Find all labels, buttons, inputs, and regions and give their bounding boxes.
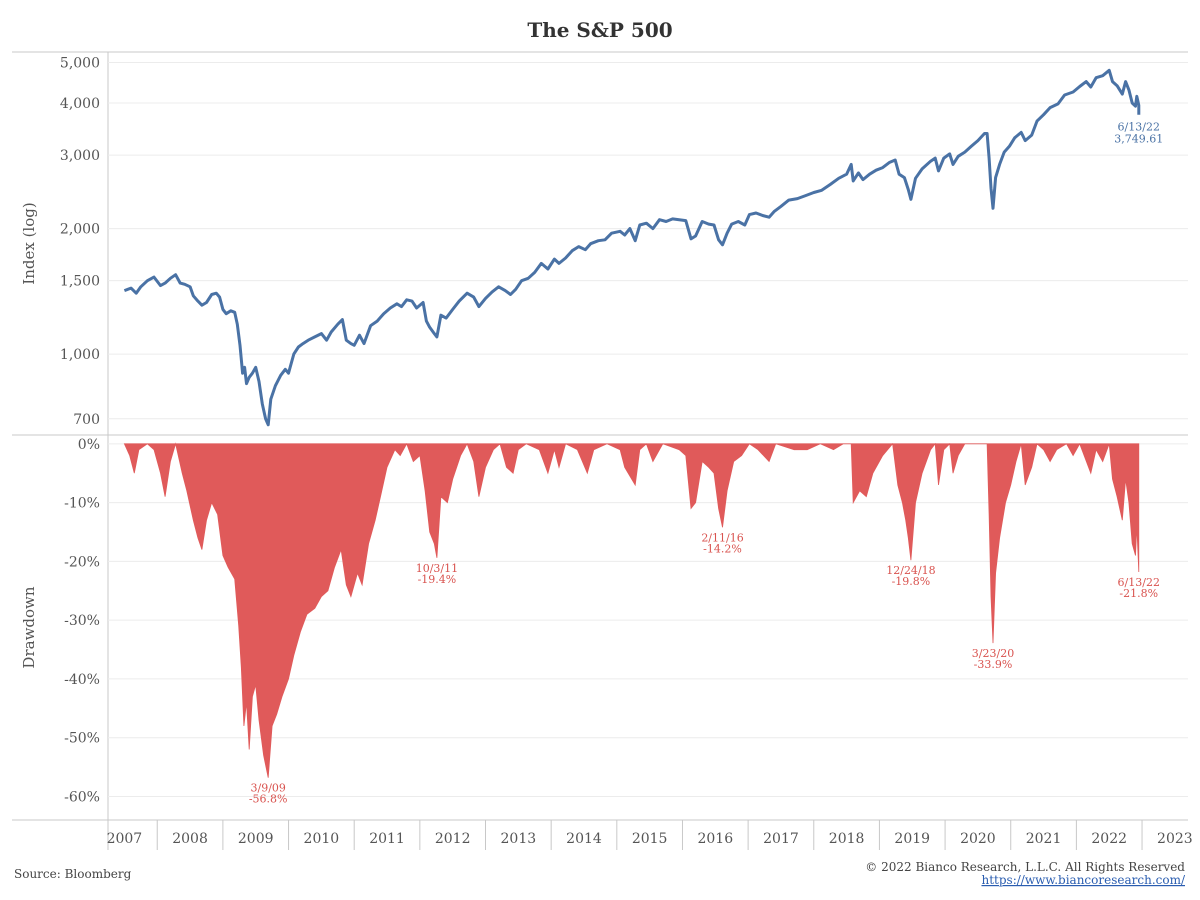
drawdown-tick-label: -40% xyxy=(64,672,100,688)
index-tick-label: 3,000 xyxy=(60,148,100,164)
x-tick-label: 2012 xyxy=(435,831,471,847)
drawdown-annotation: 6/13/22 xyxy=(1118,576,1160,589)
x-tick-label: 2016 xyxy=(697,831,733,847)
x-tick-label: 2023 xyxy=(1157,831,1193,847)
drawdown-annotation: -56.8% xyxy=(249,793,288,806)
index-line xyxy=(123,68,1141,427)
drawdown-annotation: 3/23/20 xyxy=(972,647,1014,660)
index-axis-title: Index (log) xyxy=(20,202,38,284)
drawdown-annotation: 3/9/09 xyxy=(250,782,285,795)
index-tick-label: 700 xyxy=(73,412,100,428)
x-tick-label: 2020 xyxy=(960,831,996,847)
drawdown-annotation: -21.8% xyxy=(1119,587,1158,600)
drawdown-panel: 0% -10% -20% -30% -40% -50% -60% Drawdown 3/9/09… xyxy=(20,437,1188,806)
source-note: Source: Bloomberg xyxy=(14,867,132,881)
drawdown-tick-label: -10% xyxy=(64,496,100,512)
x-tick-label: 2018 xyxy=(829,831,865,847)
drawdown-annotation: 12/24/18 xyxy=(886,564,935,577)
x-tick-label: 2015 xyxy=(632,831,668,847)
drawdown-annotation: -14.2% xyxy=(703,542,742,555)
drawdown-tick-label: -20% xyxy=(64,554,100,570)
index-tick-label: 2,000 xyxy=(60,222,100,238)
x-tick-label: 2007 xyxy=(107,831,143,847)
x-tick-label: 2019 xyxy=(894,831,930,847)
drawdown-tick-label: 0% xyxy=(78,437,100,453)
x-tick-label: 2013 xyxy=(501,831,537,847)
index-annotation: 6/13/22 xyxy=(1118,121,1160,134)
drawdown-annotation: 10/3/11 xyxy=(416,562,458,575)
x-tick-label: 2014 xyxy=(566,831,602,847)
index-tick-label: 1,500 xyxy=(60,274,100,290)
copyright-note: © 2022 Bianco Research, L.L.C. All Right… xyxy=(865,860,1185,874)
website-link[interactable]: https://www.biancoresearch.com/ xyxy=(981,873,1185,887)
index-tick-label: 5,000 xyxy=(60,56,100,72)
drawdown-axis-title: Drawdown xyxy=(20,586,38,668)
drawdown-annotation: -33.9% xyxy=(974,658,1013,671)
index-tick-label: 4,000 xyxy=(60,96,100,112)
index-panel: 700 1,000 1,500 2,000 3,000 4,000 5,000 Index (… xyxy=(20,56,1188,428)
chart-title: The S&P 500 xyxy=(527,18,672,42)
x-tick-label: 2009 xyxy=(238,831,274,847)
x-axis: 2007 2008 2009 2010 2011 2012 2013 2014 2015 2016… xyxy=(107,820,1193,850)
x-tick-label: 2010 xyxy=(304,831,340,847)
index-annotation: 3,749.61 xyxy=(1114,133,1163,146)
drawdown-annotation: -19.8% xyxy=(892,575,931,588)
drawdown-tick-label: -50% xyxy=(64,731,100,747)
index-tick-label: 1,000 xyxy=(60,347,100,363)
drawdown-tick-label: -30% xyxy=(64,613,100,629)
chart-frame xyxy=(12,51,1188,850)
drawdown-area xyxy=(123,442,1140,778)
drawdown-annotation: -19.4% xyxy=(418,573,457,586)
x-tick-label: 2021 xyxy=(1026,831,1062,847)
drawdown-annotation: 2/11/16 xyxy=(701,531,743,544)
x-tick-label: 2008 xyxy=(172,831,208,847)
drawdown-tick-label: -60% xyxy=(64,789,100,805)
x-tick-label: 2011 xyxy=(369,831,405,847)
x-tick-label: 2017 xyxy=(763,831,799,847)
x-tick-label: 2022 xyxy=(1091,831,1127,847)
